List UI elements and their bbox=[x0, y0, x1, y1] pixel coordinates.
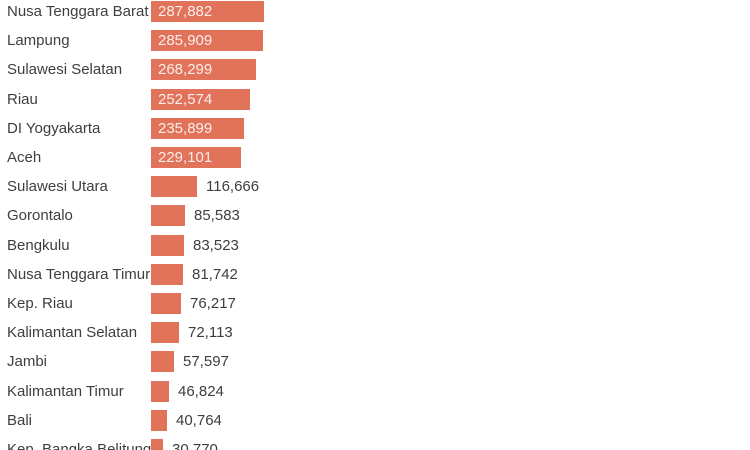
value-label-outside: 81,742 bbox=[192, 265, 238, 283]
value-label-outside: 83,523 bbox=[193, 236, 239, 254]
bar-area: 76,217 bbox=[151, 292, 750, 314]
bar-area: 116,666 bbox=[151, 176, 750, 198]
chart-row: Bali 40,764 bbox=[0, 406, 750, 435]
bar bbox=[151, 176, 197, 198]
bar bbox=[151, 205, 185, 227]
category-label: Aceh bbox=[7, 149, 42, 167]
category-label: Riau bbox=[7, 90, 38, 108]
bar-area: 285,909 bbox=[151, 30, 750, 52]
category-label: Kep. Bangka Belitung bbox=[7, 440, 151, 450]
chart-row: Aceh 229,101 bbox=[0, 143, 750, 172]
chart-row: Sulawesi Utara 116,666 bbox=[0, 172, 750, 201]
bar bbox=[151, 292, 181, 314]
value-label-outside: 76,217 bbox=[190, 294, 236, 312]
value-label-inside: 287,882 bbox=[158, 3, 213, 21]
value-label-inside: 285,909 bbox=[158, 32, 213, 50]
value-label-outside: 85,583 bbox=[194, 207, 240, 225]
category-label: Sulawesi Utara bbox=[7, 178, 108, 196]
value-label-inside: 252,574 bbox=[158, 90, 213, 108]
category-label: Gorontalo bbox=[7, 207, 73, 225]
value-label-outside: 72,113 bbox=[188, 324, 233, 342]
bar-area: 252,574 bbox=[151, 88, 750, 110]
bar: 287,882 bbox=[151, 1, 264, 23]
category-label: Nusa Tenggara Barat bbox=[7, 3, 149, 21]
chart-row: Riau 252,574 bbox=[0, 85, 750, 114]
bar-area: 46,824 bbox=[151, 380, 750, 402]
category-label: Nusa Tenggara Timur bbox=[7, 265, 151, 283]
value-label-outside: 30,770 bbox=[172, 440, 218, 450]
bar-area: 40,764 bbox=[151, 409, 750, 431]
category-label: Kalimantan Selatan bbox=[7, 324, 138, 342]
bar-area: 268,299 bbox=[151, 59, 750, 81]
bar: 285,909 bbox=[151, 30, 263, 52]
chart-row: Nusa Tenggara Timur 81,742 bbox=[0, 260, 750, 289]
chart-row: Kep. Riau 76,217 bbox=[0, 289, 750, 318]
bar bbox=[151, 380, 169, 402]
value-label-outside: 46,824 bbox=[178, 382, 224, 400]
chart-row: Nusa Tenggara Barat 287,882 bbox=[0, 0, 750, 26]
chart-row: Kep. Bangka Belitung 30,770 bbox=[0, 435, 750, 450]
chart-row: Bengkulu 83,523 bbox=[0, 231, 750, 260]
chart-row: DI Yogyakarta 235,899 bbox=[0, 114, 750, 143]
bar bbox=[151, 438, 163, 450]
bar-area: 83,523 bbox=[151, 234, 750, 256]
value-label-inside: 229,101 bbox=[158, 149, 213, 167]
category-label: Kep. Riau bbox=[7, 294, 73, 312]
bar: 229,101 bbox=[151, 147, 241, 169]
chart-row: Kalimantan Timur 46,824 bbox=[0, 376, 750, 405]
bar: 235,899 bbox=[151, 117, 244, 139]
bar: 268,299 bbox=[151, 59, 256, 81]
bar-area: 287,882 bbox=[151, 1, 750, 23]
category-label: Bali bbox=[7, 411, 33, 429]
bar-area: 235,899 bbox=[151, 117, 750, 139]
bar bbox=[151, 351, 174, 373]
category-label: Bengkulu bbox=[7, 236, 70, 254]
chart-row: Lampung 285,909 bbox=[0, 26, 750, 55]
category-label: Lampung bbox=[7, 32, 70, 50]
value-label-outside: 40,764 bbox=[176, 411, 222, 429]
bar-area: 81,742 bbox=[151, 263, 750, 285]
bar-area: 57,597 bbox=[151, 351, 750, 373]
bar-area: 229,101 bbox=[151, 147, 750, 169]
category-label: Kalimantan Timur bbox=[7, 382, 124, 400]
value-label-outside: 116,666 bbox=[206, 178, 260, 196]
category-label: Sulawesi Selatan bbox=[7, 61, 123, 79]
bar bbox=[151, 234, 184, 256]
bar: 252,574 bbox=[151, 88, 250, 110]
chart-row: Gorontalo 85,583 bbox=[0, 201, 750, 230]
bar-area: 85,583 bbox=[151, 205, 750, 227]
chart-row: Kalimantan Selatan 72,113 bbox=[0, 318, 750, 347]
category-label: Jambi bbox=[7, 353, 48, 371]
bar-area: 30,770 bbox=[151, 438, 750, 450]
bar bbox=[151, 409, 167, 431]
chart-row: Sulawesi Selatan 268,299 bbox=[0, 55, 750, 84]
value-label-outside: 57,597 bbox=[183, 353, 229, 371]
value-label-inside: 268,299 bbox=[158, 61, 213, 79]
chart-row: Jambi 57,597 bbox=[0, 347, 750, 376]
bar bbox=[151, 322, 179, 344]
bar-area: 72,113 bbox=[151, 322, 750, 344]
bar bbox=[151, 263, 183, 285]
value-label-inside: 235,899 bbox=[158, 119, 213, 137]
category-label: DI Yogyakarta bbox=[7, 119, 101, 137]
